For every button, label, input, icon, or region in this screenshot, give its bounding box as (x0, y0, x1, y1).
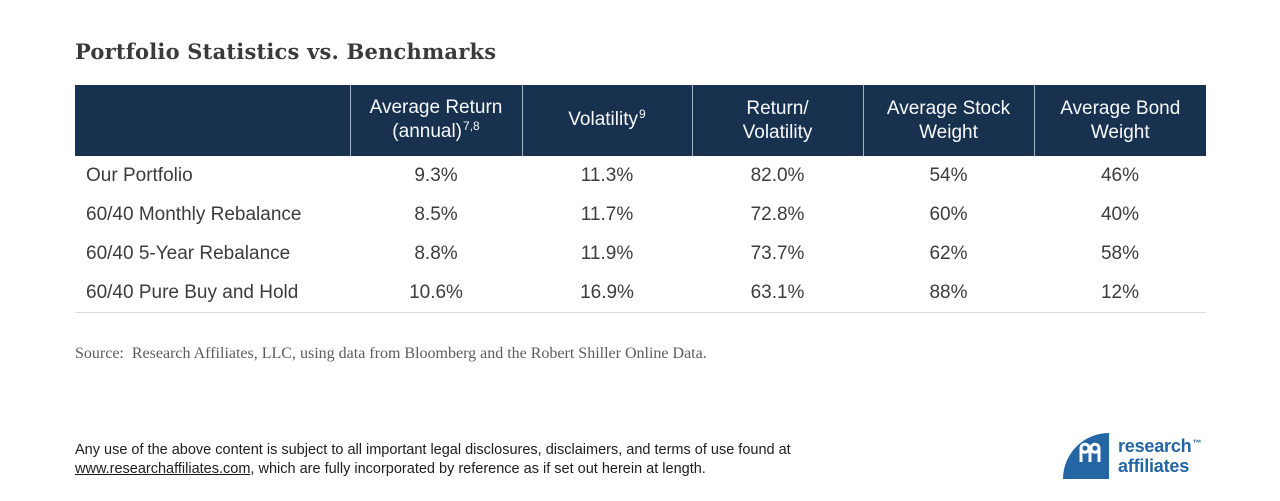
row-label: 60/40 Pure Buy and Hold (86, 281, 299, 303)
cell-return-volatility: 82.0% (750, 164, 805, 186)
researchaffiliates-link[interactable]: www.researchaffiliates.com (75, 460, 251, 477)
cell-average-return: 8.5% (414, 203, 458, 225)
header-text: Return/ (746, 97, 809, 119)
page-title: Portfolio Statistics vs. Benchmarks (75, 39, 497, 64)
logo-word-research: research (1118, 436, 1192, 456)
ra-monogram-icon (1063, 433, 1109, 479)
legal-line1: Any use of the above content is subject … (75, 442, 791, 458)
table-row: 60/40 Monthly Rebalance 8.5% 11.7% 72.8%… (75, 195, 1206, 234)
column-header-volatility: Volatility9 (521, 85, 692, 156)
header-text: Average Bond (1060, 97, 1181, 119)
footnote-superscript: 9 (639, 107, 646, 121)
header-text: Weight (1090, 121, 1150, 143)
footnote-superscript: 7,8 (463, 119, 480, 133)
header-text: Average Return (369, 97, 503, 118)
table-row: 60/40 5-Year Rebalance 8.8% 11.9% 73.7% … (75, 234, 1206, 273)
column-header-average-return-annual: Average Return (annual)7,8 (349, 85, 522, 156)
cell-bond-weight: 12% (1100, 281, 1140, 303)
cell-average-return: 8.8% (414, 242, 458, 264)
cell-volatility: 11.9% (580, 242, 634, 264)
legal-disclaimer: Any use of the above content is subject … (75, 441, 865, 478)
cell-return-volatility: 72.8% (750, 203, 805, 225)
source-note: Source: Research Affiliates, LLC, using … (75, 345, 707, 362)
header-text: Weight (919, 121, 978, 143)
logo-word-affiliates: affiliates (1118, 455, 1190, 476)
header-text: (annual) (392, 121, 463, 142)
table-header-row: Average Return (annual)7,8 Volatility9 R… (75, 85, 1206, 156)
cell-return-volatility: 63.1% (750, 281, 805, 303)
row-label: 60/40 Monthly Rebalance (86, 203, 302, 225)
cell-volatility: 11.3% (580, 164, 634, 186)
cell-volatility: 11.7% (580, 203, 634, 225)
cell-average-return: 10.6% (409, 281, 463, 303)
table-bottom-rule (75, 312, 1206, 313)
legal-line2: , which are fully incorporated by refere… (250, 460, 706, 477)
column-header-average-stock-weight: Average Stock Weight (862, 85, 1034, 156)
cell-stock-weight: 54% (929, 164, 968, 186)
cell-stock-weight: 62% (929, 242, 968, 264)
row-label: Our Portfolio (86, 164, 193, 186)
research-affiliates-logo: research™ affiliates (1063, 433, 1201, 479)
cell-stock-weight: 88% (929, 281, 968, 303)
column-header-return-volatility: Return/ Volatility (691, 85, 863, 156)
cell-bond-weight: 46% (1100, 164, 1140, 186)
header-text: Volatility (568, 109, 638, 130)
cell-bond-weight: 58% (1100, 242, 1140, 264)
table-row: Our Portfolio 9.3% 11.3% 82.0% 54% 46% (75, 156, 1206, 195)
cell-bond-weight: 40% (1100, 203, 1140, 225)
cell-stock-weight: 60% (929, 203, 968, 225)
column-header-empty (75, 85, 350, 156)
header-text: Volatility (742, 121, 813, 143)
row-label: 60/40 5-Year Rebalance (86, 242, 291, 264)
cell-return-volatility: 73.7% (750, 242, 805, 264)
cell-volatility: 16.9% (580, 281, 634, 303)
logo-wordmark: research™ affiliates (1118, 433, 1201, 474)
column-header-average-bond-weight: Average Bond Weight (1033, 85, 1206, 156)
header-text: Average Stock (886, 97, 1011, 119)
table-row: 60/40 Pure Buy and Hold 10.6% 16.9% 63.1… (75, 273, 1206, 312)
portfolio-statistics-table: Average Return (annual)7,8 Volatility9 R… (75, 85, 1206, 312)
cell-average-return: 9.3% (414, 164, 458, 186)
trademark-symbol: ™ (1192, 438, 1202, 448)
